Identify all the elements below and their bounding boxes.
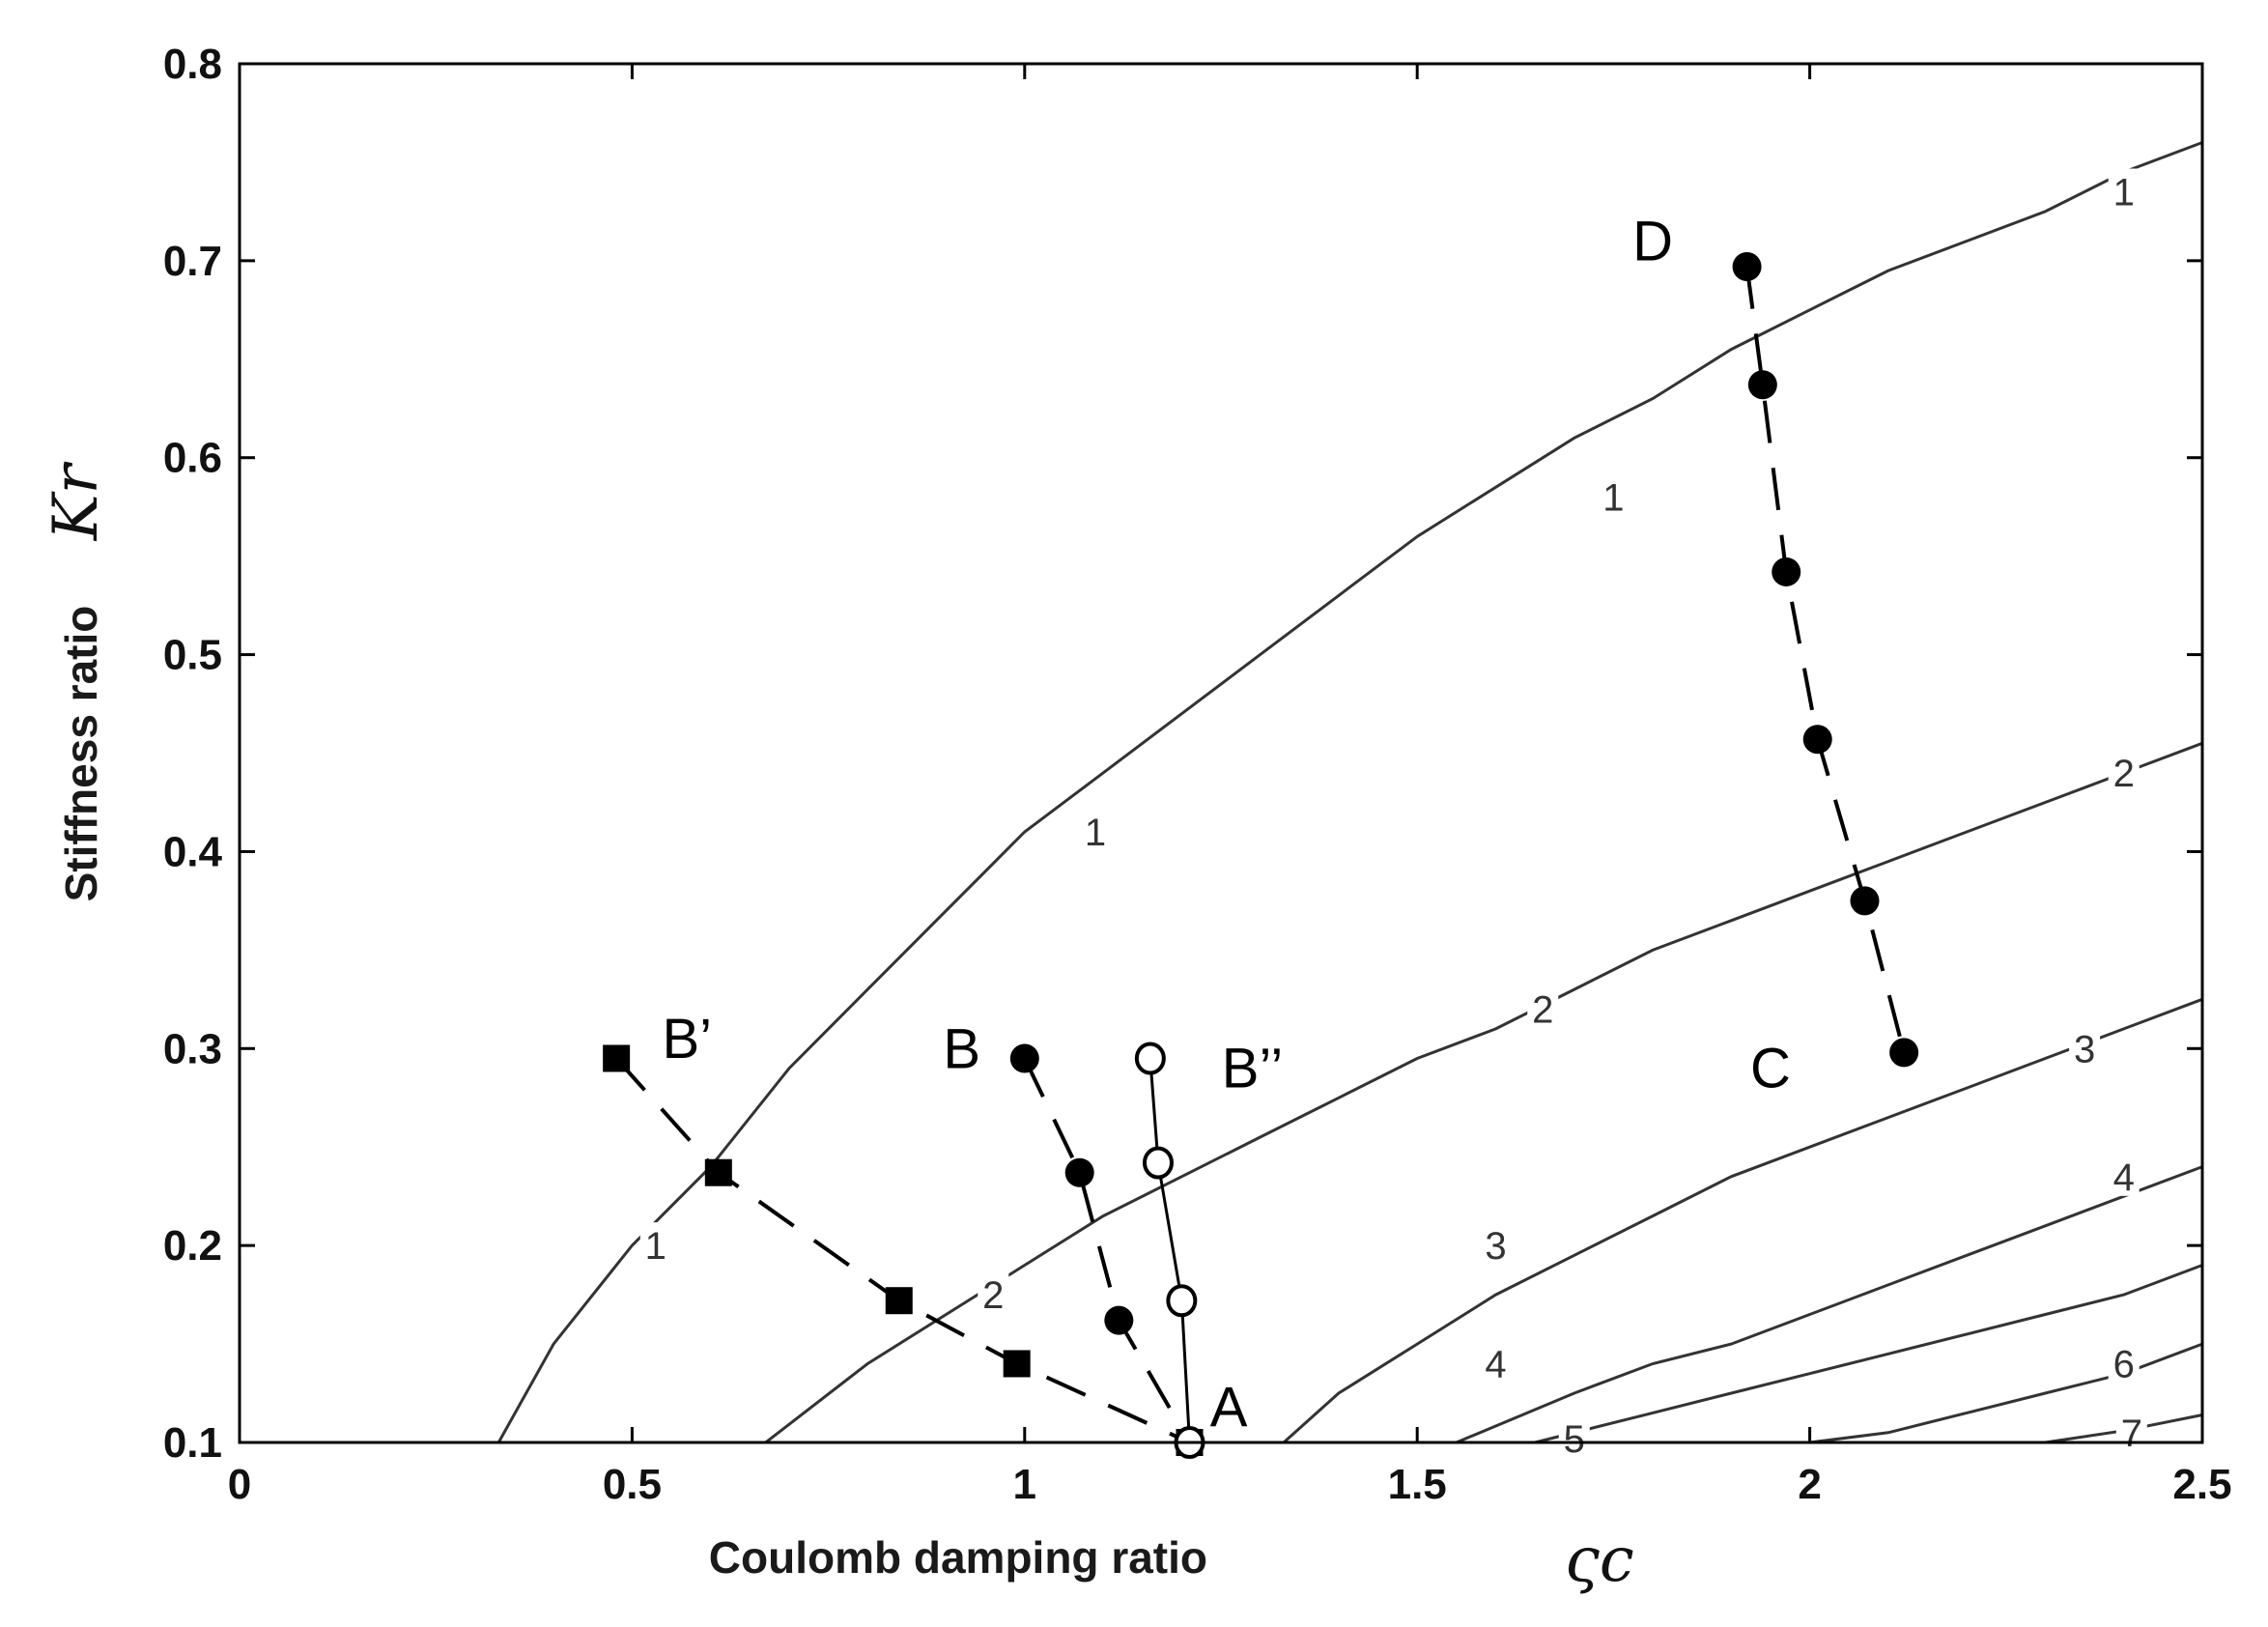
contour-label-bg [978,1271,1009,1315]
series-point-open [1134,1042,1166,1075]
x-axis: 0 0.5 1 1.5 2 2.5 [228,64,2232,1508]
point-labels: A B B’ B’’ C D [663,210,1791,1439]
x-tick-label: 2 [1798,1461,1821,1508]
y-tick-label: 0.5 [163,632,222,679]
contour-line-2 [764,741,2203,1444]
contour-label: 2 [1532,989,1553,1032]
x-axis-title: Coulomb damping ratio [709,1532,1207,1583]
point-label: B’ [663,1008,713,1070]
contour-label-bg [1480,1222,1512,1266]
series-line-3 [1744,266,1907,1053]
contour-label: 3 [1485,1225,1506,1268]
series-point [1850,886,1880,916]
contour-line-4 [1456,1165,2203,1444]
series-point [1732,251,1762,281]
contour-label-bg [639,1222,671,1266]
series-point [1009,1043,1039,1073]
contour-label-bg [2115,1409,2147,1452]
contour-label: 4 [1485,1343,1506,1385]
y-axis-symbol: Kr [41,461,112,541]
contour-label: 1 [1602,476,1624,519]
contour-label-bg [1480,1340,1512,1384]
contour-label: 5 [1564,1418,1585,1461]
y-tick-label: 0.6 [163,435,222,482]
series-point [1104,1305,1134,1335]
series-point-square [704,1158,732,1186]
y-axis-title: Stiffness ratio [56,606,106,902]
plot-frame [238,62,2204,1444]
series-point-square [603,1044,631,1072]
point-label: B [943,1017,980,1080]
y-tick-label: 0.2 [163,1222,222,1270]
contour-label-bg [1558,1414,1590,1458]
contour-line-3 [1282,997,2203,1444]
series-point [1802,725,1832,755]
y-tick-label: 0.3 [163,1025,222,1072]
contour-label: 1 [645,1225,666,1268]
contour-label: 6 [2113,1343,2135,1385]
series-point [1772,557,1801,586]
contours-layer: 1 1 1 1 2 2 2 3 3 4 4 5 6 7 [496,141,2203,1461]
contour-label-bg [2108,749,2140,792]
x-tick-label: 0.5 [603,1461,662,1508]
point-label: B’’ [1222,1038,1283,1100]
series-line-2 [1148,1058,1191,1443]
contour-label: 1 [1085,812,1106,854]
series-point [1747,370,1777,400]
contour-label: 3 [2074,1028,2095,1070]
contour-label-bg [1598,473,1630,517]
contour-label-bg [1527,985,1559,1029]
series-line-0 [614,1057,1191,1444]
series-point-open [1166,1284,1198,1318]
point-label: C [1750,1038,1791,1100]
x-axis-symbol: ςc [1565,1525,1634,1596]
series-point [1889,1038,1919,1068]
contour-label-bg [2108,1340,2140,1384]
contour-label: 2 [2113,753,2135,795]
contour-label-bg [1079,809,1111,852]
series-layer [603,251,1919,1459]
x-tick-label: 2.5 [2172,1461,2231,1508]
contour-label-bg [2108,168,2140,212]
series-point-square [1003,1350,1031,1378]
x-tick-label: 1.5 [1388,1461,1447,1508]
series-point-square [885,1287,913,1315]
contour-label-bg [2108,1153,2140,1196]
y-axis: 0.1 0.2 0.3 0.4 0.5 0.6 0.7 0.8 [163,41,2202,1467]
contour-label-bg [2069,1025,2101,1069]
contour-label: 4 [2113,1156,2135,1199]
series-point [1064,1157,1094,1187]
x-tick-label: 1 [1013,1461,1036,1508]
contour-line-1 [496,141,2203,1443]
y-tick-label: 0.1 [163,1419,222,1467]
contour-label: 1 [2113,172,2135,214]
y-tick-label: 0.4 [163,828,223,875]
series-point-open [1142,1146,1174,1180]
point-label: D [1632,210,1673,272]
contour-label: 2 [982,1274,1004,1317]
series-line-1 [1022,1057,1192,1444]
y-tick-label: 0.7 [163,238,222,285]
point-label: A [1210,1376,1248,1439]
contour-line-5 [1534,1264,2203,1444]
contour-label: 7 [2121,1413,2142,1455]
y-tick-label: 0.8 [163,41,222,88]
x-tick-label: 0 [228,1461,251,1508]
